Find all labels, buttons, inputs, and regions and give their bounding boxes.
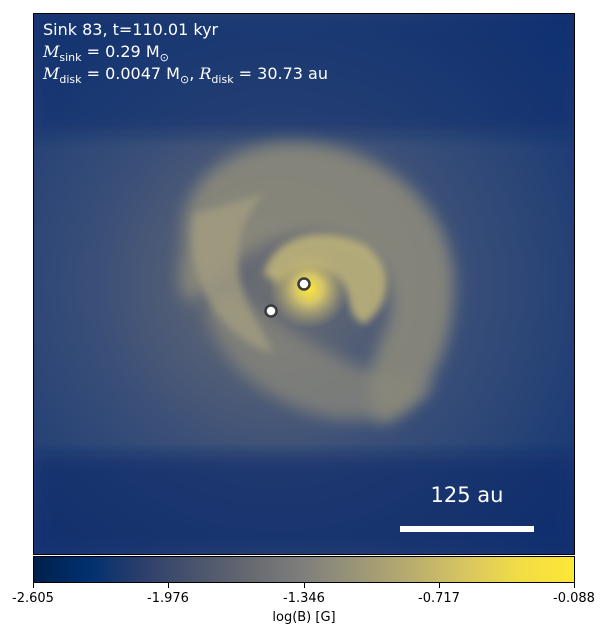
- bright-core: [269, 249, 349, 329]
- spiral-arm-lower: [204, 294, 434, 420]
- disk-properties: Mdisk = 0.0047 M⊙, Rdisk = 30.73 au: [43, 64, 328, 90]
- colorbar: [33, 556, 575, 583]
- separator: ,: [189, 64, 200, 83]
- rdisk-value: = 30.73 au: [233, 64, 328, 83]
- msink-symbol: M: [43, 42, 60, 61]
- msink-subscript: sink: [59, 51, 82, 65]
- colorbar-tick: [33, 583, 34, 588]
- colorbar-tick-label: -2.605: [12, 591, 54, 606]
- colorbar-tick-label: -0.717: [418, 591, 460, 606]
- sink-particle-primary: [297, 277, 311, 291]
- colorbar-tick: [439, 583, 440, 588]
- magnetic-field-map: [34, 14, 574, 554]
- colorbar-tick: [168, 583, 169, 588]
- msink-value: = 0.29 M: [81, 42, 160, 61]
- mdisk-symbol: M: [43, 64, 60, 83]
- colorbar-label: log(B) [G]: [272, 610, 336, 625]
- simulation-map-frame: [33, 13, 575, 555]
- map-background-bottom: [34, 454, 574, 554]
- sink-particle-secondary: [264, 304, 278, 318]
- rdisk-symbol: R: [199, 64, 212, 83]
- mdisk-value: = 0.0047 M: [81, 64, 180, 83]
- rdisk-subscript: disk: [211, 73, 234, 87]
- scale-bar-label: 125 au: [430, 483, 504, 507]
- colorbar-tick-label: -0.088: [553, 591, 595, 606]
- mdisk-unit-subscript: ⊙: [179, 73, 190, 87]
- scale-bar: [400, 526, 534, 532]
- sink-mass: Msink = 0.29 M⊙: [43, 42, 169, 68]
- mdisk-subscript: disk: [59, 73, 82, 87]
- spiral-arm-left: [192, 194, 274, 354]
- map-background-top: [34, 14, 574, 134]
- sink-title: Sink 83, t=110.01 kyr: [43, 20, 218, 40]
- sink-title-text: Sink 83, t=110.01 kyr: [43, 20, 219, 39]
- colorbar-tick: [304, 583, 305, 588]
- colorbar-tick-label: -1.976: [147, 591, 189, 606]
- colorbar-tick-label: -1.346: [283, 591, 325, 606]
- msink-unit-subscript: ⊙: [159, 51, 169, 65]
- colorbar-tick: [574, 583, 575, 588]
